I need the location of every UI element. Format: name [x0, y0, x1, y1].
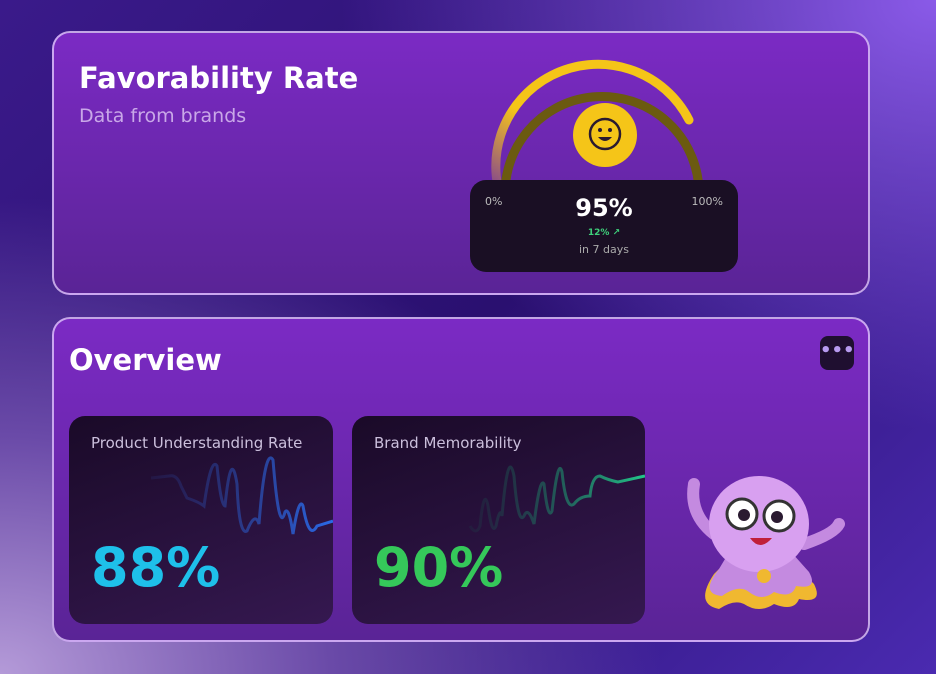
min-label: 0% — [485, 195, 503, 208]
smiley-icon — [573, 103, 637, 167]
gauge-fill — [491, 59, 694, 218]
card-title: Favorability Rate — [79, 61, 359, 95]
metric-card-product-understanding[interactable]: Product Understanding Rate 88% — [69, 416, 333, 624]
delta-badge: 12% ↗ — [587, 228, 621, 238]
metric-card-brand-memorability[interactable]: Brand Memorability 90% — [352, 416, 645, 624]
octopus-mascot — [687, 476, 845, 609]
gauge — [491, 59, 704, 218]
gauge-track — [500, 91, 704, 218]
favorability-value: 95% — [575, 194, 633, 222]
card-subtitle: Data from brands — [79, 105, 247, 127]
metric-label: Product Understanding Rate — [91, 434, 303, 452]
metric-value: 90% — [374, 536, 504, 599]
period-label: in 7 days — [579, 243, 629, 256]
overview-card: Overview ••• Product Understanding Rate … — [52, 317, 870, 642]
more-options-button[interactable]: ••• — [820, 336, 855, 370]
sparkline — [468, 465, 645, 533]
gauge-readout: 0% 100% 95% 12% ↗ in 7 days — [470, 180, 738, 272]
favorability-card: Favorability Rate Data from brands 0% 10… — [52, 31, 870, 295]
metric-value: 88% — [91, 536, 221, 599]
max-label: 100% — [691, 195, 723, 208]
card-title: Overview — [69, 343, 222, 377]
sparkline — [150, 456, 333, 535]
metric-label: Brand Memorability — [374, 434, 522, 452]
